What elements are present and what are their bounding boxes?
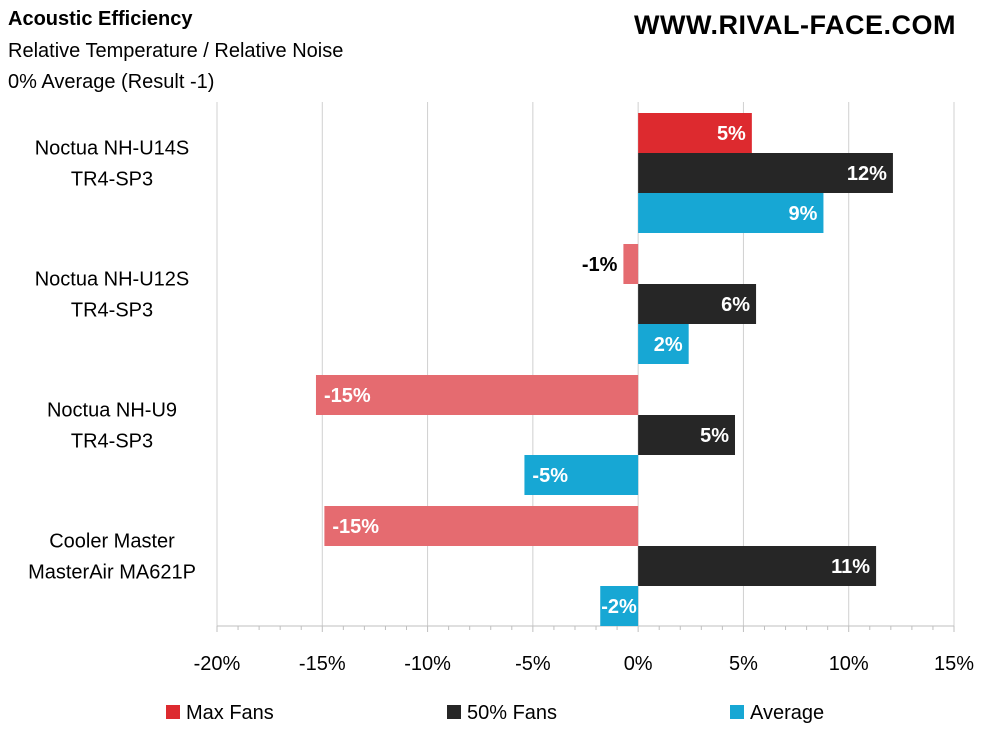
bar-50-fans [638,415,736,455]
chart-title: Acoustic Efficiency [8,8,193,30]
x-tick-label: 5% [729,653,758,675]
bar-average [524,455,639,495]
data-label: 2% [654,334,683,356]
bar-average [638,324,689,364]
bar-average [638,193,824,233]
legend-label: Average [750,702,824,724]
chart-note: 0% Average (Result -1) [8,71,215,93]
legend-label: Max Fans [186,702,274,724]
bar-50-fans [638,284,757,324]
data-label: 5% [700,425,729,447]
data-label: -1% [582,254,618,276]
data-label: -5% [532,465,568,487]
bar-max-fans [638,113,752,153]
data-label: -2% [601,596,637,618]
data-label: 6% [721,294,750,316]
legend-swatch [730,705,744,719]
category-label: Cooler Master [49,531,175,553]
x-tick-label: 0% [624,653,653,675]
category-label: TR4-SP3 [71,300,153,322]
data-label: 11% [831,556,870,578]
x-tick-label: 15% [934,653,974,675]
bar-max-fans [324,506,639,546]
x-tick-label: -20% [194,653,241,675]
x-tick-label: -5% [515,653,551,675]
chart-subtitle: Relative Temperature / Relative Noise [8,40,344,62]
x-tick-label: 10% [829,653,869,675]
bar-average [600,586,639,626]
bar-max-fans [623,244,639,284]
data-label: 5% [717,123,746,145]
legend-swatch [447,705,461,719]
site-watermark: WWW.RIVAL-FACE.COM [634,10,956,40]
category-label: TR4-SP3 [71,431,153,453]
category-label: MasterAir MA621P [28,562,196,584]
bar-50-fans [638,546,877,586]
x-tick-label: -15% [299,653,346,675]
bar-50-fans [638,153,893,193]
data-label: 12% [847,163,887,185]
data-label: -15% [332,516,379,538]
legend-label: 50% Fans [467,702,557,724]
bar-max-fans [315,375,639,415]
category-label: Noctua NH-U14S [35,138,190,160]
x-tick-label: -10% [404,653,451,675]
category-label: TR4-SP3 [71,169,153,191]
category-label: Noctua NH-U9 [47,400,177,422]
legend-swatch [166,705,180,719]
data-label: -15% [324,385,371,407]
data-label: 9% [789,203,818,225]
category-label: Noctua NH-U12S [35,269,190,291]
